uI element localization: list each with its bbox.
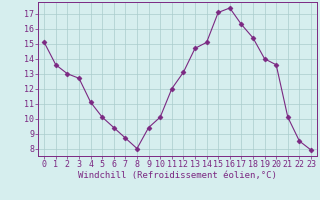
- X-axis label: Windchill (Refroidissement éolien,°C): Windchill (Refroidissement éolien,°C): [78, 171, 277, 180]
